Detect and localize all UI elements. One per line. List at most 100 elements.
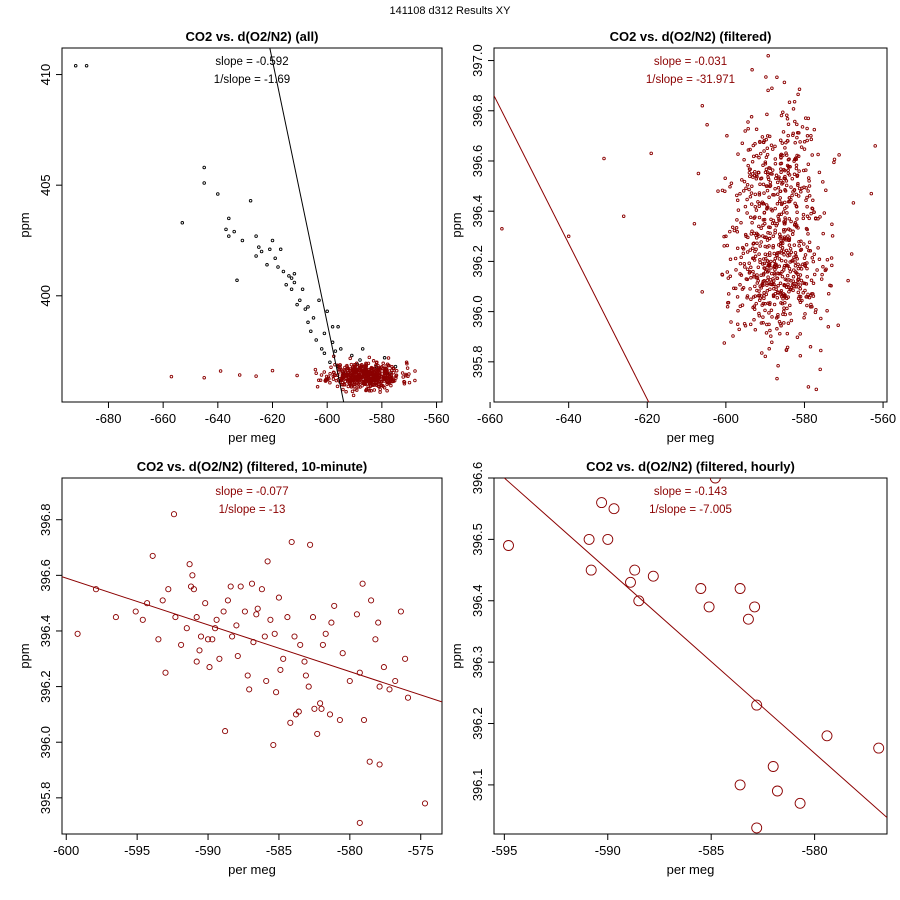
data-point xyxy=(769,271,774,276)
data-point xyxy=(391,370,396,375)
data-point xyxy=(782,220,786,224)
data-point xyxy=(695,583,707,594)
data-point xyxy=(350,353,354,358)
data-point xyxy=(315,385,320,389)
data-point xyxy=(359,580,366,587)
data-point xyxy=(725,270,730,274)
data-point xyxy=(828,283,832,288)
data-point xyxy=(738,304,743,309)
data-point xyxy=(807,240,812,244)
data-point xyxy=(765,322,769,327)
data-point xyxy=(749,265,753,270)
data-point xyxy=(787,278,791,282)
data-point xyxy=(766,275,770,279)
data-point xyxy=(794,204,799,208)
data-point xyxy=(751,305,755,310)
data-point xyxy=(810,256,815,260)
data-point xyxy=(745,267,750,271)
data-point xyxy=(752,231,756,236)
data-point xyxy=(404,374,408,378)
data-point xyxy=(765,283,769,287)
data-point xyxy=(728,185,732,189)
x-tick-label: -600 xyxy=(53,843,79,858)
data-point xyxy=(774,173,779,178)
chart-panel-4: CO2 vs. d(O2/N2) (filtered, hourly) -595 -… xyxy=(449,459,888,877)
data-point xyxy=(768,328,772,333)
data-point xyxy=(787,236,792,240)
data-point xyxy=(248,198,253,203)
data-point xyxy=(807,184,812,188)
data-point xyxy=(390,365,394,369)
data-point xyxy=(159,597,166,604)
data-point xyxy=(318,705,325,712)
data-point xyxy=(309,614,317,621)
data-point xyxy=(797,186,802,191)
x-tick-label: -640 xyxy=(205,411,231,426)
data-point xyxy=(756,170,761,175)
data-point xyxy=(788,303,792,308)
data-point xyxy=(767,134,772,139)
data-point xyxy=(754,301,758,306)
data-point xyxy=(709,478,721,484)
data-point xyxy=(84,63,89,68)
data-point xyxy=(750,220,754,225)
data-point xyxy=(791,288,795,293)
data-point xyxy=(744,186,748,190)
data-point xyxy=(793,119,797,124)
data-point xyxy=(811,281,816,286)
data-point xyxy=(364,388,368,393)
data-point xyxy=(336,716,343,724)
data-point xyxy=(386,686,393,693)
data-point xyxy=(73,63,78,68)
data-point xyxy=(799,239,803,244)
data-point xyxy=(254,234,258,238)
annotation-inverse-slope: 1/slope = -7.005 xyxy=(649,504,732,516)
data-point xyxy=(771,234,776,239)
data-point xyxy=(769,266,773,270)
data-point xyxy=(397,608,404,615)
data-point xyxy=(801,168,806,173)
data-point xyxy=(873,144,877,148)
y-tick-label: 400 xyxy=(38,285,53,307)
data-point xyxy=(298,298,302,302)
data-point xyxy=(189,572,196,579)
data-point xyxy=(773,186,777,191)
data-point xyxy=(806,232,810,236)
data-point xyxy=(779,258,784,263)
x-axis-label: per meg xyxy=(667,430,715,445)
data-point xyxy=(805,214,810,219)
data-point xyxy=(750,68,754,72)
data-point xyxy=(753,249,757,254)
data-point xyxy=(392,677,399,685)
data-point xyxy=(792,99,797,104)
data-point xyxy=(851,201,856,205)
x-axis-label: per meg xyxy=(667,862,715,877)
data-point xyxy=(825,308,829,313)
data-point xyxy=(369,366,373,371)
data-point xyxy=(728,274,733,279)
data-point xyxy=(801,216,806,221)
data-point xyxy=(307,541,314,548)
data-point xyxy=(254,374,258,378)
data-point xyxy=(743,265,747,269)
data-point xyxy=(751,154,756,159)
data-point xyxy=(288,538,295,546)
data-point xyxy=(735,193,739,198)
data-point xyxy=(819,348,823,353)
data-point xyxy=(725,243,730,248)
data-point xyxy=(751,242,755,246)
data-point xyxy=(764,75,768,79)
chart-title: CO2 vs. d(O2/N2) (filtered) xyxy=(610,29,772,44)
data-point xyxy=(306,320,310,325)
data-point xyxy=(782,306,786,310)
data-point xyxy=(720,188,725,193)
data-point xyxy=(777,319,782,324)
data-point xyxy=(757,192,762,197)
data-point xyxy=(755,273,759,277)
data-point xyxy=(765,112,769,117)
data-point xyxy=(756,265,761,269)
data-point xyxy=(794,271,799,275)
data-point xyxy=(766,172,770,176)
y-axis-label: ppm xyxy=(17,643,32,668)
data-point xyxy=(700,103,705,108)
